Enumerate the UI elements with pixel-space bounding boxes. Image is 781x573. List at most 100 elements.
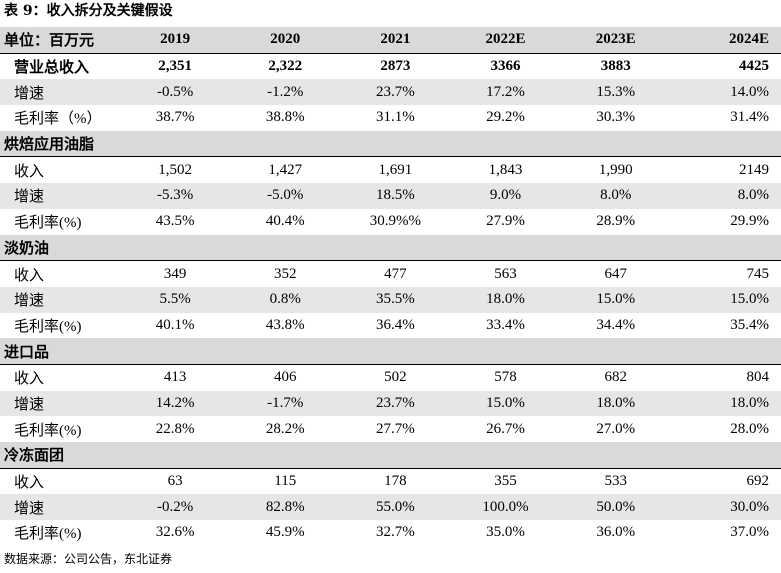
table-cell: 15.0% — [450, 390, 561, 417]
table-cell: 37.0% — [730, 524, 769, 541]
table-cell: 32.7% — [376, 524, 415, 541]
row-label: 毛利率(%) — [14, 215, 82, 232]
row-label: 增速 — [0, 79, 120, 106]
total-growth-row: 增速 -0.5% -1.2% 23.7% 17.2% 15.3% 14.0% — [0, 79, 781, 106]
row-label: 毛利率(%) — [14, 526, 82, 543]
total-revenue-row: 营业总收入 2,351 2,322 2873 3366 3883 4425 — [0, 53, 781, 79]
year-header: 2022E — [450, 27, 561, 54]
table-cell: 45.9% — [265, 524, 305, 541]
table-cell: 33.4% — [486, 316, 525, 333]
table-cell: 31.1% — [376, 109, 415, 126]
table-cell: 15.0% — [670, 286, 781, 313]
table-cell: 1,843 — [488, 161, 523, 178]
table-cell: 18.0% — [450, 286, 561, 313]
segment-revenue-row: 收入 63 115 178 355 533 692 — [0, 468, 781, 494]
table-cell: 477 — [384, 265, 407, 282]
table-cell: 578 — [494, 369, 517, 386]
table-cell: 533 — [604, 473, 627, 490]
total-margin-row: 毛利率（%） 38.7% 38.8% 31.1% 29.2% 30.3% 31.… — [0, 105, 781, 131]
table-cell: 2149 — [739, 161, 769, 178]
table-cell: 35.5% — [340, 286, 451, 313]
table-cell: 355 — [494, 473, 517, 490]
table-cell: 29.2% — [486, 109, 525, 126]
year-header: 2021 — [340, 27, 451, 54]
table-cell: -5.3% — [120, 183, 231, 209]
table-cell: 745 — [746, 265, 770, 282]
table-cell: 30.3% — [596, 109, 636, 126]
row-label: 增速 — [0, 390, 120, 417]
segment-header-row: 烘焙应用油脂 — [0, 130, 781, 158]
table-cell: 352 — [273, 265, 297, 282]
table-cell: 1,427 — [268, 161, 303, 178]
table-cell: 18.5% — [340, 183, 451, 209]
segment-margin-row: 毛利率(%) 32.6% 45.9% 32.7% 35.0% 36.0% 37.… — [0, 520, 781, 546]
table-cell: 32.6% — [155, 524, 195, 541]
row-label: 营业总收入 — [14, 60, 90, 77]
table-cell: 692 — [746, 473, 770, 490]
table-cell: 34.4% — [596, 316, 636, 333]
segment-growth-row: 增速 14.2% -1.7% 23.7% 15.0% 18.0% 18.0% — [0, 390, 781, 417]
table-cell: 29.9% — [730, 213, 769, 230]
row-label: 毛利率（%） — [14, 111, 102, 128]
table-cell: 349 — [163, 265, 187, 282]
revenue-breakdown-table: 单位：百万元 2019 2020 2021 2022E 2023E 2024E … — [0, 27, 781, 546]
table-cell: 28.0% — [730, 420, 769, 437]
table-cell: 28.2% — [265, 420, 305, 437]
table-cell: 3366 — [490, 58, 521, 75]
segment-growth-row: 增速 -5.3% -5.0% 18.5% 9.0% 8.0% 8.0% — [0, 183, 781, 209]
table-cell: 38.8% — [265, 109, 305, 126]
segment-revenue-row: 收入 1,502 1,427 1,691 1,843 1,990 2149 — [0, 157, 781, 183]
table-cell: 100.0% — [450, 494, 561, 521]
table-cell: 22.8% — [155, 420, 195, 437]
table-cell: 30.0% — [670, 494, 781, 521]
table-cell: 40.1% — [155, 316, 195, 333]
year-header: 2024E — [670, 27, 781, 54]
table-cell: 8.0% — [560, 183, 671, 209]
table-cell: 35.4% — [730, 316, 769, 333]
table-cell: 563 — [494, 265, 517, 282]
table-cell: 36.0% — [596, 524, 636, 541]
table-cell: 27.9% — [486, 213, 525, 230]
table-cell: 50.0% — [560, 494, 671, 521]
row-label: 收入 — [14, 475, 45, 492]
segment-revenue-row: 收入 413 406 502 578 682 804 — [0, 364, 781, 390]
table-cell: 1,990 — [598, 161, 633, 178]
table-cell: 0.8% — [230, 286, 341, 313]
table-cell: 2873 — [380, 58, 411, 75]
table-cell: 63 — [167, 473, 183, 490]
segment-header-row: 冷冻面团 — [0, 442, 781, 469]
table-cell: 15.3% — [560, 79, 671, 106]
table-cell: 27.0% — [596, 420, 636, 437]
table-cell: 413 — [163, 369, 187, 386]
table-cell: 26.7% — [486, 420, 525, 437]
segment-revenue-row: 收入 349 352 477 563 647 745 — [0, 261, 781, 287]
table-cell: 15.0% — [560, 286, 671, 313]
table-cell: 5.5% — [120, 286, 231, 313]
table-cell: 14.2% — [120, 390, 231, 417]
table-cell: -1.2% — [230, 79, 341, 106]
table-cell: 1,502 — [158, 161, 192, 178]
table-cell: 23.7% — [340, 79, 451, 106]
table-cell: 682 — [604, 369, 627, 386]
table-cell: 4425 — [739, 58, 769, 75]
table-cell: 23.7% — [340, 390, 451, 417]
row-label: 增速 — [0, 494, 120, 521]
table-cell: 55.0% — [340, 494, 451, 521]
table-cell: -1.7% — [230, 390, 341, 417]
table-cell: 1,691 — [378, 161, 413, 178]
table-cell: 27.7% — [376, 420, 415, 437]
table-cell: 3883 — [600, 58, 631, 75]
segment-header-row: 进口品 — [0, 338, 781, 365]
table-cell: 647 — [604, 265, 627, 282]
row-label: 增速 — [0, 183, 120, 209]
header-row: 单位：百万元 2019 2020 2021 2022E 2023E 2024E — [0, 27, 781, 54]
row-label: 收入 — [14, 163, 45, 180]
year-header: 2019 — [120, 27, 231, 54]
segment-title: 烘焙应用油脂 — [0, 130, 781, 158]
table-cell: 2,351 — [158, 58, 192, 75]
year-header: 2023E — [560, 27, 671, 54]
row-label: 毛利率(%) — [14, 422, 82, 439]
table-cell: -0.2% — [120, 494, 231, 521]
table-cell: 9.0% — [450, 183, 561, 209]
segment-growth-row: 增速 -0.2% 82.8% 55.0% 100.0% 50.0% 30.0% — [0, 494, 781, 521]
